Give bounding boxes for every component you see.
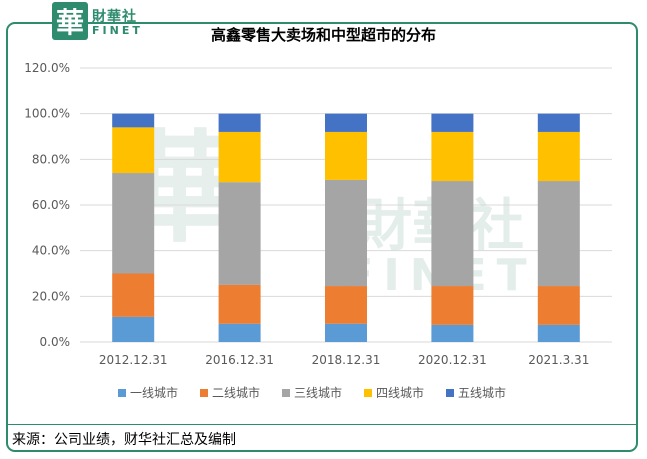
x-axis-ticks: 2012.12.31 2016.12.31 2018.12.31 2020.12.31… [99,353,589,367]
bar-segment [537,286,580,325]
legend-swatch [118,389,126,397]
legend-swatch [364,389,372,397]
bar-segment [112,173,155,274]
source-note: 来源：公司业绩，财华社汇总及编制 [12,432,236,448]
legend-label: 三线城市 [294,385,342,400]
y-tick-label: 80.0% [32,152,70,166]
x-tick-label: 2016.12.31 [205,353,274,367]
bar-segment [112,273,155,317]
x-tick-label: 2012.12.31 [99,353,168,367]
bar-segment [431,324,474,342]
footer-divider [8,424,636,425]
logo-name-cn: 財華社 [92,9,137,25]
legend-label: 四线城市 [376,385,424,400]
legend-swatch [446,389,454,397]
legend-swatch [282,389,290,397]
y-tick-label: 100.0% [24,107,70,121]
bar-segment [537,113,580,132]
bar-segment [537,131,580,182]
bar-segment [112,316,155,342]
bar-segment [218,131,261,183]
bar-segment [218,284,261,324]
bar-segment [112,113,155,128]
y-tick-label: 120.0% [24,61,70,75]
chart-title: 高鑫零售大卖场和中型超市的分布 [210,26,436,44]
logo-mark: 華 [52,2,88,40]
legend-swatch [200,389,208,397]
y-tick-label: 0.0% [40,335,71,349]
y-tick-label: 40.0% [32,244,70,258]
finet-logo: 華 財華社 FINET [52,2,172,42]
bar-segment [537,181,580,287]
bar-segment [325,323,367,342]
chart-frame [6,22,638,452]
bar-segment [112,127,155,174]
bar-segment [218,182,261,285]
x-tick-label: 2020.12.31 [418,353,487,367]
y-tick-label: 60.0% [32,198,70,212]
y-axis-ticks: 0.0% 20.0% 40.0% 60.0% 80.0% 100.0% 120.0% [24,61,70,349]
bar-segment [431,113,474,132]
bar-segment [218,113,261,132]
bar-segment [537,324,580,342]
bar-segment [325,179,367,287]
bar-segment [218,323,261,342]
legend-label: 五线城市 [458,385,506,400]
bar-segment [325,286,367,324]
bar-segment [431,286,474,325]
bar-segment [431,181,474,287]
x-tick-label: 2018.12.31 [312,353,381,367]
bar-segment [325,113,367,132]
legend: 一线城市 二线城市 三线城市 四线城市 五线城市 [118,385,506,400]
x-tick-label: 2021.3.31 [528,353,589,367]
legend-label: 一线城市 [130,385,178,400]
bar-segment [325,131,367,180]
logo-name-en: FINET [92,24,143,37]
y-tick-label: 20.0% [32,289,70,303]
legend-label: 二线城市 [212,385,260,400]
bar-segment [431,131,474,182]
bars [112,113,580,342]
